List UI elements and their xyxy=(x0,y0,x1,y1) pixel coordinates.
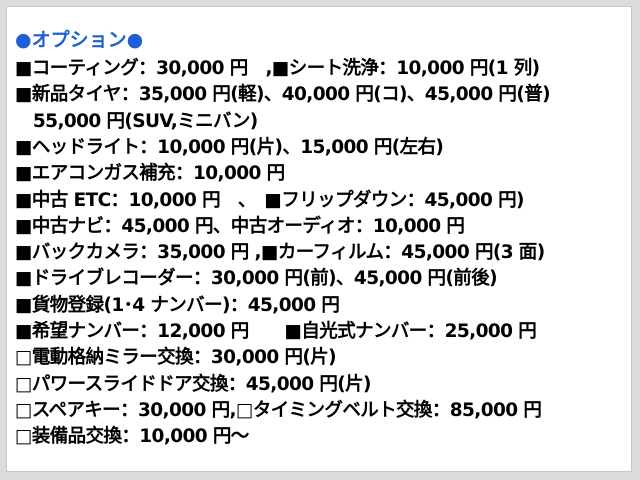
section-title: ●オプション● xyxy=(15,29,144,51)
option-line: ■エアコンガス補充：10,000 円 xyxy=(15,163,285,185)
option-line: □パワースライドドア交換：45,000 円(片) xyxy=(15,373,372,395)
option-line: ■中古 ETC：10,000 円 、 ■フリップダウン：45,000 円) xyxy=(15,189,525,211)
option-line: ■ドライブレコーダー：30,000 円(前)、45,000 円(前後) xyxy=(15,268,498,290)
option-line: ■コーティング：30,000 円 ,■シート洗浄：10,000 円(1 列) xyxy=(15,58,540,79)
option-line: □装備品交換：10,000 円～ xyxy=(15,426,249,448)
price-sheet: ●オプション● ■コーティング：30,000 円 ,■シート洗浄：10,000 … xyxy=(6,6,632,472)
option-line: ■新品タイヤ：35,000 円(軽)、40,000 円(コ)、45,000 円(… xyxy=(15,84,551,106)
option-line: ■バックカメラ：35,000 円 ,■カーフィルム：45,000 円(3 面) xyxy=(15,242,545,264)
option-line: □スペアキー：30,000 円,□タイミングベルト交換：85,000 円 xyxy=(15,399,542,421)
option-line: ■貨物登録(1･4 ナンバー)：45,000 円 xyxy=(15,294,340,316)
option-line: ■中古ナビ：45,000 円、中古オーディオ：10,000 円 xyxy=(15,215,465,237)
option-line: ■ヘッドライト：10,000 円(片)、15,000 円(左右) xyxy=(15,136,444,158)
option-line: ■希望ナンバー：12,000 円 ■自光式ナンバー：25,000 円 xyxy=(15,321,537,342)
option-line: □電動格納ミラー交換：30,000 円(片) xyxy=(15,347,337,369)
option-line: 55,000 円(SUV,ミニバン) xyxy=(15,110,258,132)
